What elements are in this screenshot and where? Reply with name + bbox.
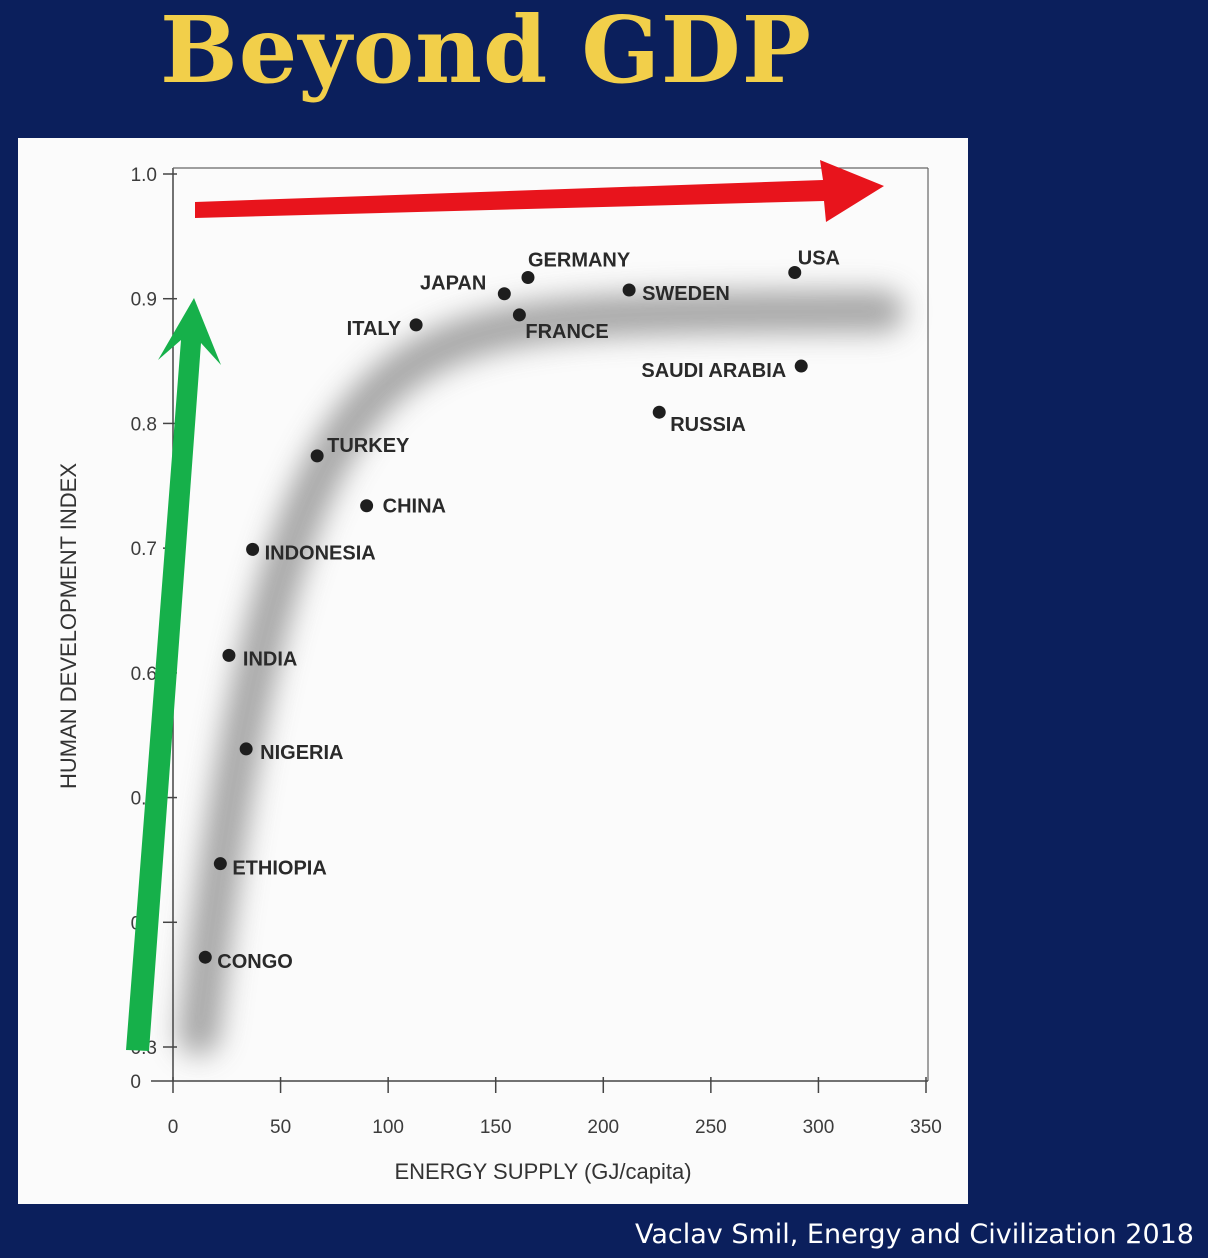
point-label-ethiopia: ETHIOPIA xyxy=(232,858,326,880)
point-label-china: CHINA xyxy=(383,496,446,518)
point-turkey xyxy=(310,449,324,463)
y-tick-label: 1.0 xyxy=(131,165,157,186)
x-tick-label: 50 xyxy=(270,1117,291,1138)
y-tick-label: 0.6 xyxy=(131,664,157,685)
x-axis-title: ENERGY SUPPLY (GJ/capita) xyxy=(394,1159,691,1184)
point-china xyxy=(360,499,374,513)
y-tick-label: 0.8 xyxy=(131,414,157,435)
point-label-india: INDIA xyxy=(243,648,297,670)
point-label-germany: GERMANY xyxy=(528,250,631,272)
point-label-congo: CONGO xyxy=(217,951,293,973)
source-credit: Vaclav Smil, Energy and Civilization 201… xyxy=(634,1219,1194,1250)
x-tick-label: 0 xyxy=(168,1117,179,1138)
chart-panel: 0.30.40.50.60.70.80.91.00050100150200250… xyxy=(18,138,968,1204)
slide-title: Beyond GDP xyxy=(160,0,812,104)
point-congo xyxy=(198,950,212,964)
y-tick-label: 0.7 xyxy=(131,539,157,560)
point-japan xyxy=(497,287,511,301)
point-india xyxy=(222,648,236,662)
x-tick-label: 300 xyxy=(803,1117,835,1138)
point-usa xyxy=(788,266,802,280)
x-tick-label: 350 xyxy=(910,1117,942,1138)
point-label-italy: ITALY xyxy=(347,318,402,340)
point-label-france: FRANCE xyxy=(525,321,608,343)
trend-band xyxy=(177,290,904,1056)
x-tick-label: 100 xyxy=(372,1117,404,1138)
hdi-energy-scatter: 0.30.40.50.60.70.80.91.00050100150200250… xyxy=(56,160,942,1184)
point-nigeria xyxy=(239,742,253,756)
point-label-japan: JAPAN xyxy=(420,273,486,295)
point-label-nigeria: NIGERIA xyxy=(260,742,343,764)
point-label-usa: USA xyxy=(798,248,840,270)
point-label-russia: RUSSIA xyxy=(670,414,746,436)
x-tick-label: 150 xyxy=(480,1117,512,1138)
point-label-indonesia: INDONESIA xyxy=(265,542,376,564)
point-italy xyxy=(409,318,423,332)
y-axis-title: HUMAN DEVELOPMENT INDEX xyxy=(56,463,81,789)
y-zero-label: 0 xyxy=(130,1072,141,1093)
point-sweden xyxy=(622,283,636,297)
red-arrow xyxy=(195,160,884,222)
point-indonesia xyxy=(246,542,260,556)
green-arrow xyxy=(126,298,221,1051)
x-tick-label: 200 xyxy=(587,1117,619,1138)
point-label-saudi-arabia: SAUDI ARABIA xyxy=(641,360,786,382)
point-ethiopia xyxy=(213,857,227,871)
y-tick-label: 0.9 xyxy=(131,290,157,311)
point-russia xyxy=(652,405,666,419)
point-france xyxy=(512,308,526,322)
x-tick-label: 250 xyxy=(695,1117,727,1138)
point-saudi-arabia xyxy=(794,359,808,373)
point-label-turkey: TURKEY xyxy=(327,435,410,457)
point-label-sweden: SWEDEN xyxy=(642,283,730,305)
point-germany xyxy=(521,271,535,285)
